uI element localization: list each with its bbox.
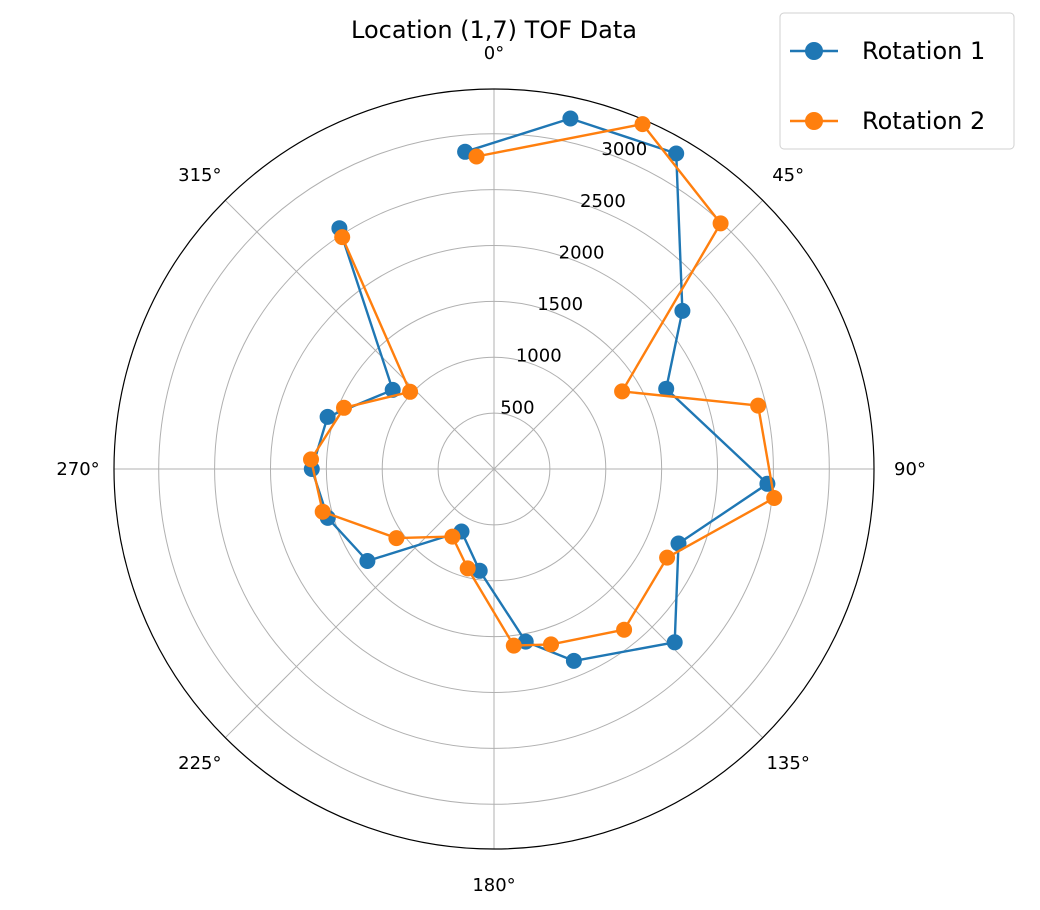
data-point-rotation-2-5 xyxy=(750,397,767,414)
radial-tick-label-1500: 1500 xyxy=(537,294,583,315)
data-point-rotation-2-14 xyxy=(314,503,331,520)
data-point-rotation-1-2 xyxy=(562,110,579,127)
series-line-rotation-2 xyxy=(309,122,776,647)
legend-marker-rotation-1 xyxy=(805,42,823,60)
data-point-rotation-1-16 xyxy=(319,408,336,425)
series-layer xyxy=(303,110,783,669)
data-point-rotation-2-15 xyxy=(303,451,319,468)
legend-entry-rotation-2: Rotation 2 xyxy=(790,107,985,135)
data-point-rotation-1-3 xyxy=(668,145,685,162)
chart-title: Location (1,7) TOF Data xyxy=(351,16,637,44)
angle-tick-label-135: 135° xyxy=(766,753,809,774)
data-point-rotation-2-17 xyxy=(402,383,419,400)
data-point-rotation-2-3 xyxy=(712,215,729,232)
data-point-rotation-2-13 xyxy=(388,530,405,547)
data-point-rotation-2-16 xyxy=(336,399,352,416)
data-point-rotation-2-6 xyxy=(766,490,783,506)
data-point-rotation-2-18 xyxy=(334,229,351,246)
data-point-rotation-2-8 xyxy=(616,621,633,638)
legend-label-rotation-1: Rotation 1 xyxy=(862,37,985,65)
data-point-rotation-2-2 xyxy=(634,116,651,133)
polar-frame xyxy=(113,88,875,850)
angle-tick-label-45: 45° xyxy=(772,165,804,186)
data-point-rotation-1-9 xyxy=(565,652,582,669)
label-layer: 0° 45° 90° 135° 180° 225° 270° 315° 500 1000 1500 2… xyxy=(56,43,926,896)
data-point-rotation-1-4 xyxy=(674,302,691,319)
legend-frame xyxy=(779,12,1015,150)
radial-tick-label-3000: 3000 xyxy=(601,139,647,160)
radial-tick-label-2500: 2500 xyxy=(580,191,626,212)
data-point-rotation-1-11 xyxy=(471,562,488,579)
legend: Rotation 1 Rotation 2 xyxy=(779,12,1015,150)
data-point-rotation-1-7 xyxy=(670,535,687,552)
legend-marker-rotation-2 xyxy=(805,112,823,130)
series-rotation-2 xyxy=(303,116,783,654)
radial-tick-label-500: 500 xyxy=(500,397,534,418)
data-point-rotation-1-13 xyxy=(359,553,376,569)
angular-gridline-45 xyxy=(493,199,764,470)
legend-entry-rotation-1: Rotation 1 xyxy=(790,37,985,65)
data-point-rotation-2-9 xyxy=(543,636,559,653)
angle-tick-label-270: 270° xyxy=(56,459,99,480)
radial-tick-label-2000: 2000 xyxy=(559,242,605,263)
angle-tick-label-180: 180° xyxy=(472,875,515,896)
angle-tick-label-0: 0° xyxy=(484,43,504,64)
data-point-rotation-1-8 xyxy=(666,634,683,651)
data-point-rotation-2-10 xyxy=(505,637,522,654)
angular-gridline-315 xyxy=(224,199,495,470)
data-point-rotation-2-1 xyxy=(468,148,485,165)
angle-tick-label-225: 225° xyxy=(178,753,221,774)
radial-tick-label-1000: 1000 xyxy=(516,346,562,367)
data-point-rotation-2-7 xyxy=(659,549,676,566)
legend-label-rotation-2: Rotation 2 xyxy=(862,107,985,135)
data-point-rotation-2-12 xyxy=(444,528,461,545)
angular-gridline-225 xyxy=(224,468,495,739)
data-point-rotation-2-11 xyxy=(459,560,476,577)
angle-tick-label-90: 90° xyxy=(894,459,926,480)
grid-layer xyxy=(113,88,875,850)
data-point-rotation-2-4 xyxy=(614,383,631,400)
angular-gridline-135 xyxy=(493,468,764,739)
angle-tick-label-315: 315° xyxy=(178,165,221,186)
data-point-rotation-1-5 xyxy=(658,380,675,397)
